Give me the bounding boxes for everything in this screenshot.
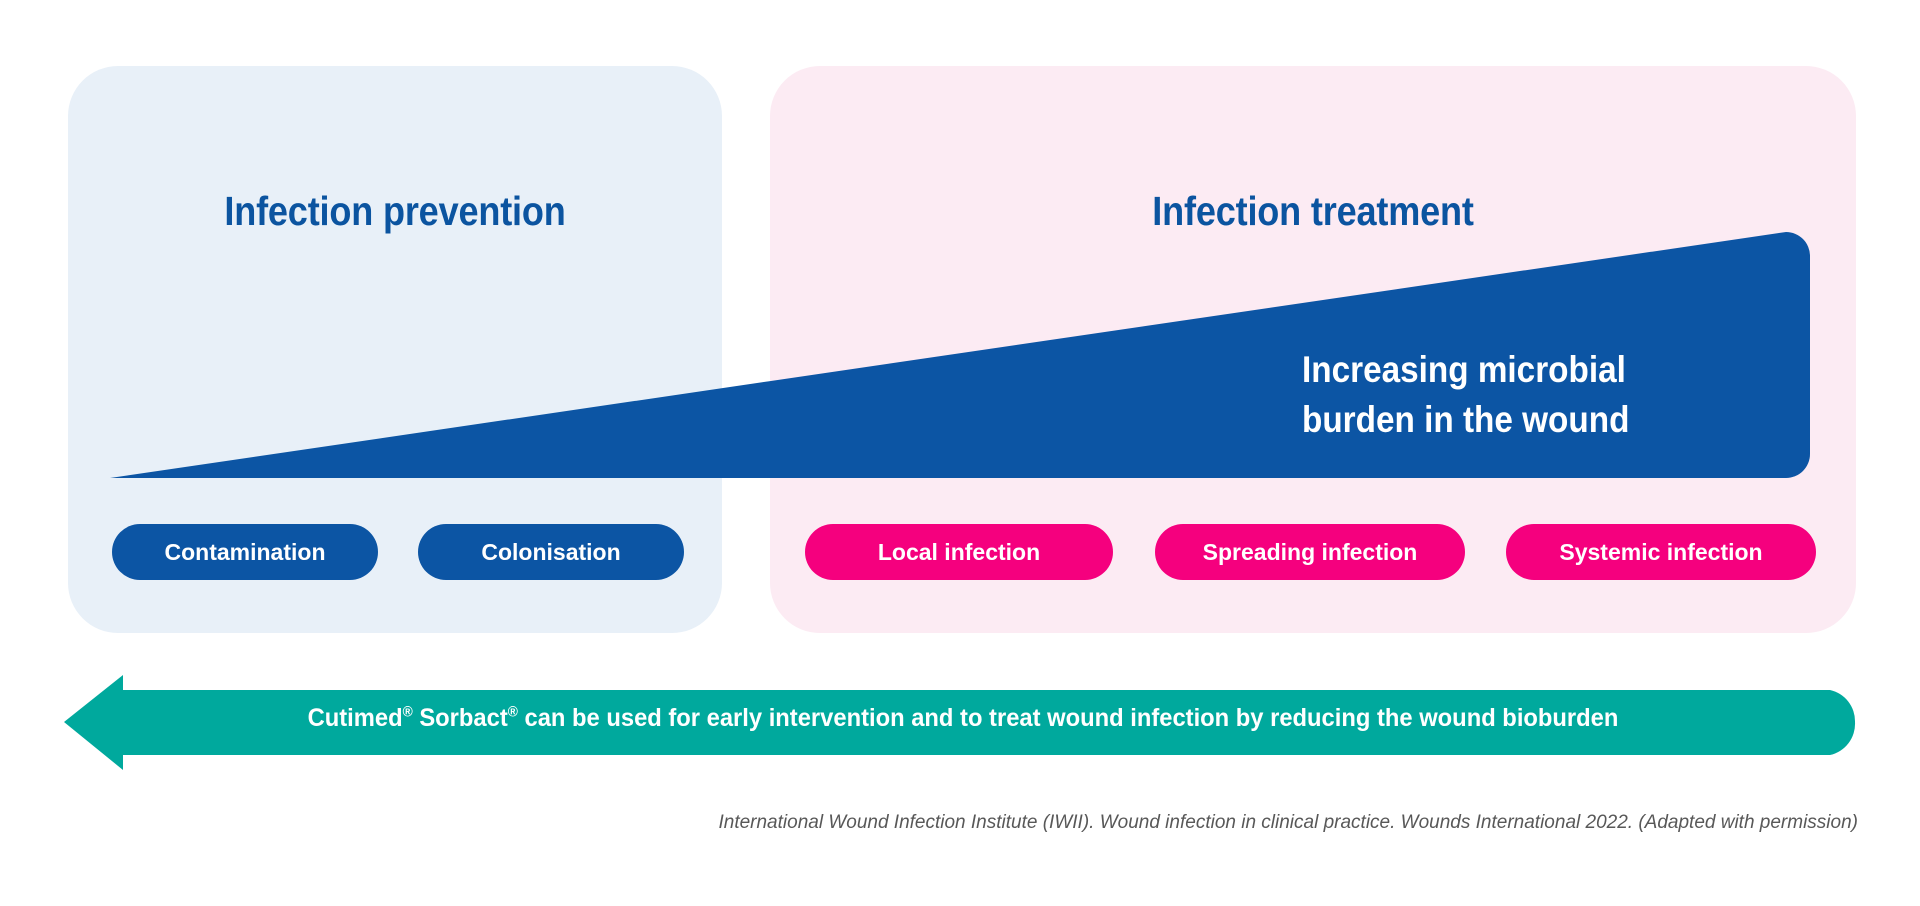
pill-colonisation-label: Colonisation [481, 538, 621, 565]
registered-mark-icon-2: ® [507, 704, 518, 721]
pill-colonisation[interactable]: Colonisation [418, 524, 684, 580]
wedge-caption-text: Increasing microbial burden in the wound [1302, 349, 1630, 440]
pill-local-infection-label: Local infection [877, 538, 1041, 565]
pill-systemic-infection[interactable]: Systemic infection [1506, 524, 1816, 580]
left-arrow-icon [64, 675, 1856, 770]
source-footnote: International Wound Infection Institute … [718, 812, 1858, 833]
teal-arrow-banner [64, 675, 1856, 770]
brand-cutimed: Cutimed [307, 704, 403, 732]
pill-spreading-infection-label: Spreading infection [1202, 538, 1418, 565]
brand-sorbact: Sorbact [412, 704, 508, 732]
pill-local-infection[interactable]: Local infection [805, 524, 1113, 580]
arrow-banner-rest: can be used for early intervention and t… [517, 704, 1619, 732]
pill-contamination-label: Contamination [164, 538, 326, 565]
panel-title-infection-treatment: Infection treatment [1152, 188, 1474, 234]
pill-spreading-infection[interactable]: Spreading infection [1155, 524, 1465, 580]
pill-contamination[interactable]: Contamination [112, 524, 378, 580]
pill-systemic-infection-label: Systemic infection [1559, 538, 1763, 565]
arrow-banner-text: Cutimed® Sorbact® can be used for early … [165, 700, 1761, 736]
registered-mark-icon: ® [402, 704, 413, 721]
panel-title-infection-prevention: Infection prevention [224, 188, 566, 234]
